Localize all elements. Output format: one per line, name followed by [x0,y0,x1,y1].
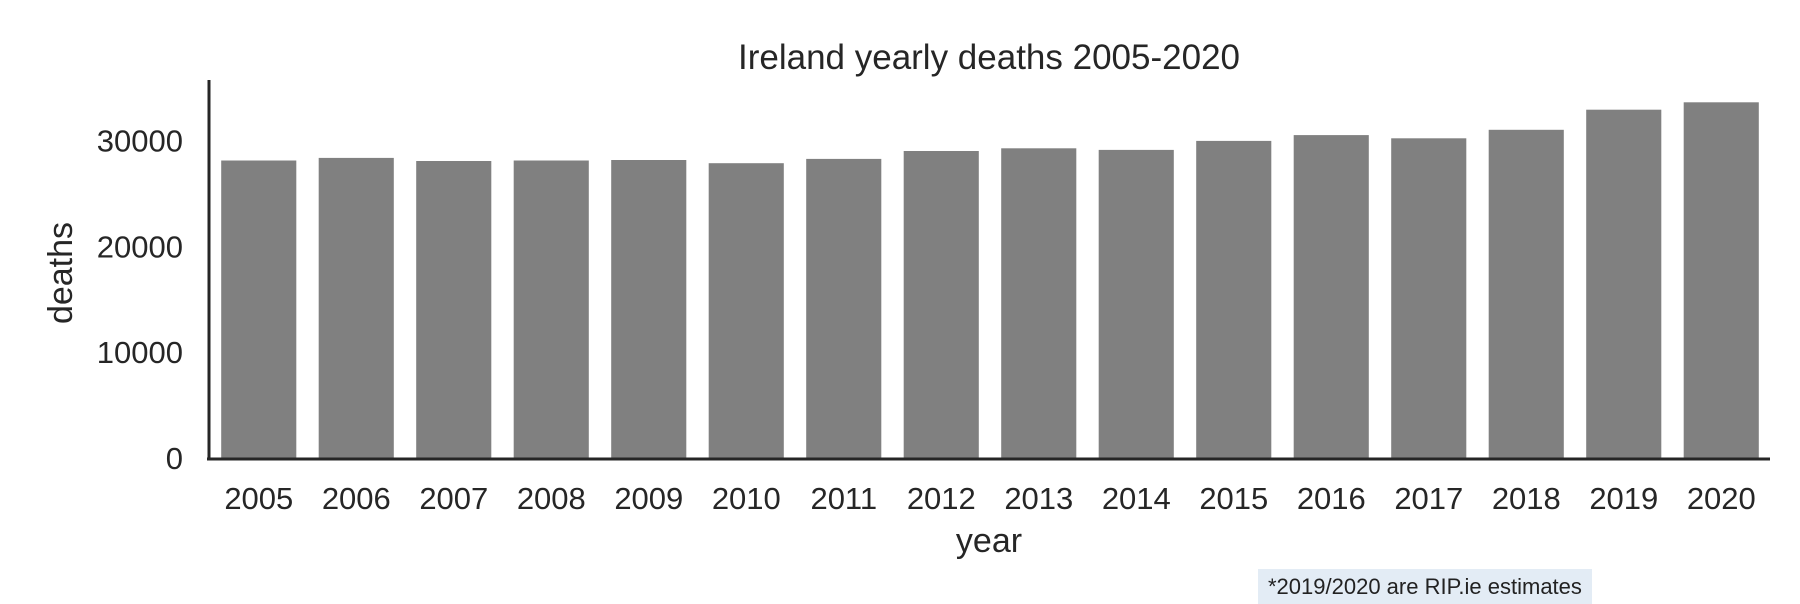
x-tick-2008: 2008 [517,481,586,516]
x-tick-2011: 2011 [810,481,877,516]
x-tick-2006: 2006 [322,481,391,516]
y-tick-labels: 0 10000 20000 30000 [97,123,183,476]
x-tick-2017: 2017 [1394,481,1463,516]
bars-group [221,102,1759,459]
y-tick-20000: 20000 [97,229,183,264]
bar-2010 [708,163,784,458]
bar-2005 [221,160,297,458]
bar-2011 [806,158,882,458]
x-tick-2015: 2015 [1199,481,1268,516]
bar-2016 [1293,135,1369,458]
bar-2017 [1391,138,1467,459]
x-tick-2013: 2013 [1004,481,1073,516]
chart-title: Ireland yearly deaths 2005-2020 [738,38,1240,77]
bar-2008 [513,160,589,458]
x-tick-2014: 2014 [1102,481,1171,516]
bar-2012 [903,151,979,458]
bar-2014 [1098,149,1174,458]
x-tick-2012: 2012 [907,481,976,516]
estimates-note: *2019/2020 are RIP.ie estimates [1258,569,1592,604]
x-tick-2010: 2010 [712,481,781,516]
x-tick-2018: 2018 [1492,481,1561,516]
bar-2015 [1196,140,1272,458]
estimates-note-text: *2019/2020 are RIP.ie estimates [1268,573,1582,599]
y-axis-label: deaths [42,222,80,324]
y-tick-10000: 10000 [97,335,183,370]
bar-2006 [318,157,394,458]
x-tick-2019: 2019 [1589,481,1658,516]
y-tick-30000: 30000 [97,123,183,158]
bar-2009 [611,160,687,458]
bar-2018 [1488,129,1564,459]
x-tick-2020: 2020 [1687,481,1756,516]
x-tick-2016: 2016 [1297,481,1366,516]
bar-2007 [416,161,492,458]
x-tick-2007: 2007 [419,481,488,516]
bar-2020 [1683,102,1759,459]
bar-2019 [1586,109,1662,458]
x-tick-2009: 2009 [614,481,683,516]
x-axis-label: year [956,522,1022,560]
x-tick-2005: 2005 [224,481,293,516]
y-tick-0: 0 [166,441,183,476]
x-tick-labels: 2005 2006 2007 2008 2009 2010 2011 2012 2013 2014… [224,481,1755,516]
bar-2013 [1001,148,1077,459]
